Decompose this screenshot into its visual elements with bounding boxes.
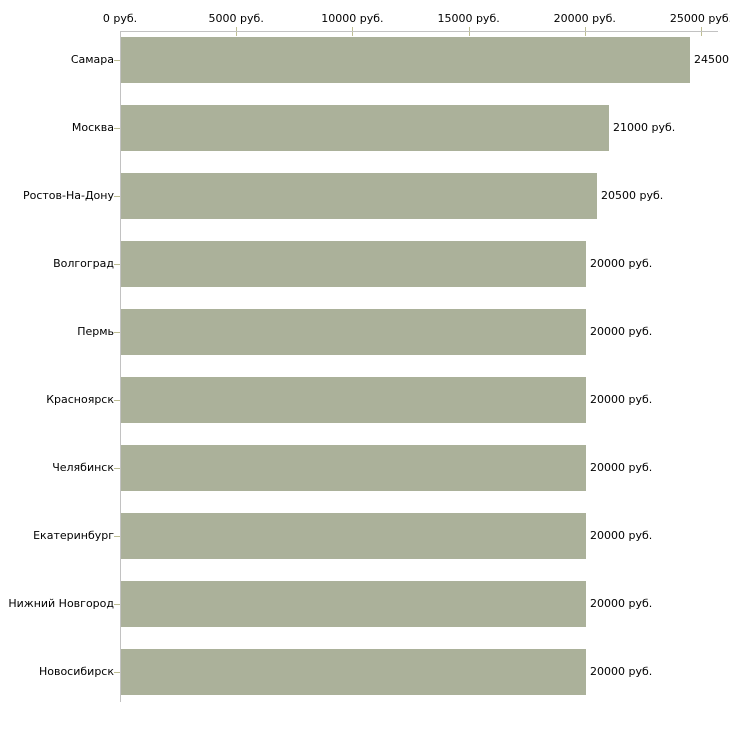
x-axis-tick-label: 15000 руб.	[437, 12, 500, 25]
value-label: 21000 руб.	[613, 121, 676, 134]
bar	[121, 241, 586, 287]
category-tick-mark	[114, 468, 120, 469]
category-tick-mark	[114, 196, 120, 197]
value-label: 20500 руб.	[601, 189, 664, 202]
bar	[121, 649, 586, 695]
value-label: 20000 руб.	[590, 665, 653, 678]
bar	[121, 105, 609, 151]
category-label: Новосибирск	[38, 665, 114, 678]
value-label: 20000 руб.	[590, 461, 653, 474]
y-axis-line	[120, 31, 121, 702]
category-label: Челябинск	[52, 461, 114, 474]
x-axis-tick-label: 5000 руб.	[208, 12, 264, 25]
category-label: Волгоград	[53, 257, 114, 270]
value-label: 20000 руб.	[590, 325, 653, 338]
category-tick-mark	[114, 604, 120, 605]
value-label: 20000 руб.	[590, 529, 653, 542]
value-label: 20000 руб.	[590, 597, 653, 610]
category-tick-mark	[114, 536, 120, 537]
category-label: Красноярск	[46, 393, 114, 406]
value-label: 20000 руб.	[590, 393, 653, 406]
category-label: Екатеринбург	[33, 529, 114, 542]
bar	[121, 513, 586, 559]
bar	[121, 37, 690, 83]
bar	[121, 173, 597, 219]
bar	[121, 445, 586, 491]
category-label: Самара	[70, 53, 114, 66]
category-label: Москва	[71, 121, 114, 134]
category-tick-mark	[114, 264, 120, 265]
x-axis-line	[120, 31, 718, 32]
category-tick-mark	[114, 60, 120, 61]
category-label: Ростов-На-Дону	[22, 189, 114, 202]
value-label: 20000 руб.	[590, 257, 653, 270]
value-label: 24500 руб.	[694, 53, 730, 66]
category-tick-mark	[114, 332, 120, 333]
x-axis-tick-label: 10000 руб.	[321, 12, 384, 25]
x-axis-tick-label: 25000 руб.	[669, 12, 730, 25]
category-tick-mark	[114, 400, 120, 401]
category-tick-mark	[114, 672, 120, 673]
bar	[121, 377, 586, 423]
category-tick-mark	[114, 128, 120, 129]
x-axis-tick-label: 0 руб.	[102, 12, 138, 25]
bar	[121, 309, 586, 355]
x-axis-tick-label: 20000 руб.	[553, 12, 616, 25]
category-label: Нижний Новгород	[8, 597, 114, 610]
bar	[121, 581, 586, 627]
category-label: Пермь	[77, 325, 114, 338]
